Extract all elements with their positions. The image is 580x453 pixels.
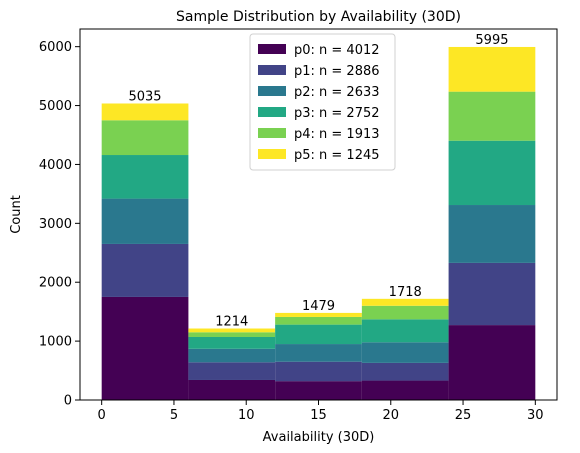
bar-segment-p5-bin4 xyxy=(448,46,536,92)
x-tick-label: 15 xyxy=(310,408,327,423)
bar-total-label: 5995 xyxy=(475,33,508,48)
x-axis-label: Availability (30D) xyxy=(263,430,375,445)
legend-swatch-p4 xyxy=(258,128,286,138)
legend-entry-p4: p4: n = 1913 xyxy=(294,127,380,142)
bar-segment-p4-bin4 xyxy=(448,91,536,141)
bar-segment-p3-bin3 xyxy=(361,319,449,343)
bar-segment-p3-bin0 xyxy=(101,155,189,199)
bar-total-label: 1718 xyxy=(389,285,422,300)
x-tick-label: 25 xyxy=(455,408,472,423)
legend-swatch-p3 xyxy=(258,107,286,117)
chart-title: Sample Distribution by Availability (30D… xyxy=(176,9,461,25)
bar-segment-p1-bin0 xyxy=(101,243,189,297)
bar-segment-p4-bin0 xyxy=(101,120,189,156)
bars-layer xyxy=(101,46,536,400)
y-axis: 0 1000 2000 3000 4000 5000 6000 xyxy=(39,40,80,409)
legend-swatch-p1 xyxy=(258,65,286,75)
y-tick-label: 0 xyxy=(64,394,72,409)
bar-segment-p1-bin3 xyxy=(361,362,449,381)
y-tick-label: 6000 xyxy=(39,40,72,55)
bar-segment-p5-bin1 xyxy=(188,328,276,333)
legend: p0: n = 4012 p1: n = 2886 p2: n = 2633 p3: … xyxy=(249,33,396,171)
bar-segment-p4-bin3 xyxy=(361,305,449,320)
bar-segment-p0-bin3 xyxy=(361,380,449,400)
x-tick-label: 10 xyxy=(238,408,255,423)
legend-swatch-p5 xyxy=(258,149,286,159)
x-tick-label: 0 xyxy=(98,408,106,423)
bar-segment-p1-bin1 xyxy=(188,362,276,380)
bar-segment-p2-bin0 xyxy=(101,198,189,244)
bar-segment-p3-bin4 xyxy=(448,140,536,206)
y-tick-label: 1000 xyxy=(39,335,72,350)
legend-entry-p1: p1: n = 2886 xyxy=(294,64,380,79)
legend-entry-p2: p2: n = 2633 xyxy=(294,85,380,100)
bar-segment-p1-bin4 xyxy=(448,262,536,326)
bar-segment-p4-bin1 xyxy=(188,332,276,337)
legend-entry-p0: p0: n = 4012 xyxy=(294,43,380,58)
bar-segment-p2-bin1 xyxy=(188,348,276,363)
bar-segment-p3-bin2 xyxy=(275,324,362,345)
total-labels-layer: 5035 1214 1479 1718 5995 xyxy=(128,33,508,330)
x-tick-label: 30 xyxy=(527,408,544,423)
y-tick-label: 3000 xyxy=(39,217,72,232)
bar-segment-p0-bin1 xyxy=(188,379,276,400)
legend-entry-p3: p3: n = 2752 xyxy=(294,106,380,121)
x-axis: 0 5 10 15 20 25 30 xyxy=(98,400,544,423)
legend-box xyxy=(249,33,396,171)
x-tick-label: 20 xyxy=(382,408,399,423)
y-tick-label: 5000 xyxy=(39,99,72,114)
y-axis-label: Count xyxy=(9,195,24,234)
bar-segment-p2-bin2 xyxy=(275,344,362,362)
bar-total-label: 1214 xyxy=(215,315,248,330)
x-tick-label: 5 xyxy=(170,408,178,423)
bar-segment-p5-bin2 xyxy=(275,312,362,317)
bar-segment-p2-bin3 xyxy=(361,342,449,363)
y-tick-label: 2000 xyxy=(39,276,72,291)
bar-segment-p3-bin1 xyxy=(188,336,276,349)
bar-total-label: 5035 xyxy=(128,89,161,104)
legend-swatch-p0 xyxy=(258,44,286,54)
bar-total-label: 1479 xyxy=(302,299,335,314)
bar-segment-p2-bin4 xyxy=(448,205,536,263)
bar-segment-p0-bin0 xyxy=(101,296,189,400)
bar-segment-p4-bin2 xyxy=(275,316,362,325)
y-tick-label: 4000 xyxy=(39,158,72,173)
bar-segment-p5-bin0 xyxy=(101,103,189,121)
legend-swatch-p2 xyxy=(258,86,286,96)
bar-segment-p1-bin2 xyxy=(275,361,362,382)
bar-segment-p0-bin2 xyxy=(275,381,362,400)
bar-segment-p0-bin4 xyxy=(448,325,536,400)
bar-segment-p5-bin3 xyxy=(361,298,449,306)
legend-entry-p5: p5: n = 1245 xyxy=(294,148,380,163)
